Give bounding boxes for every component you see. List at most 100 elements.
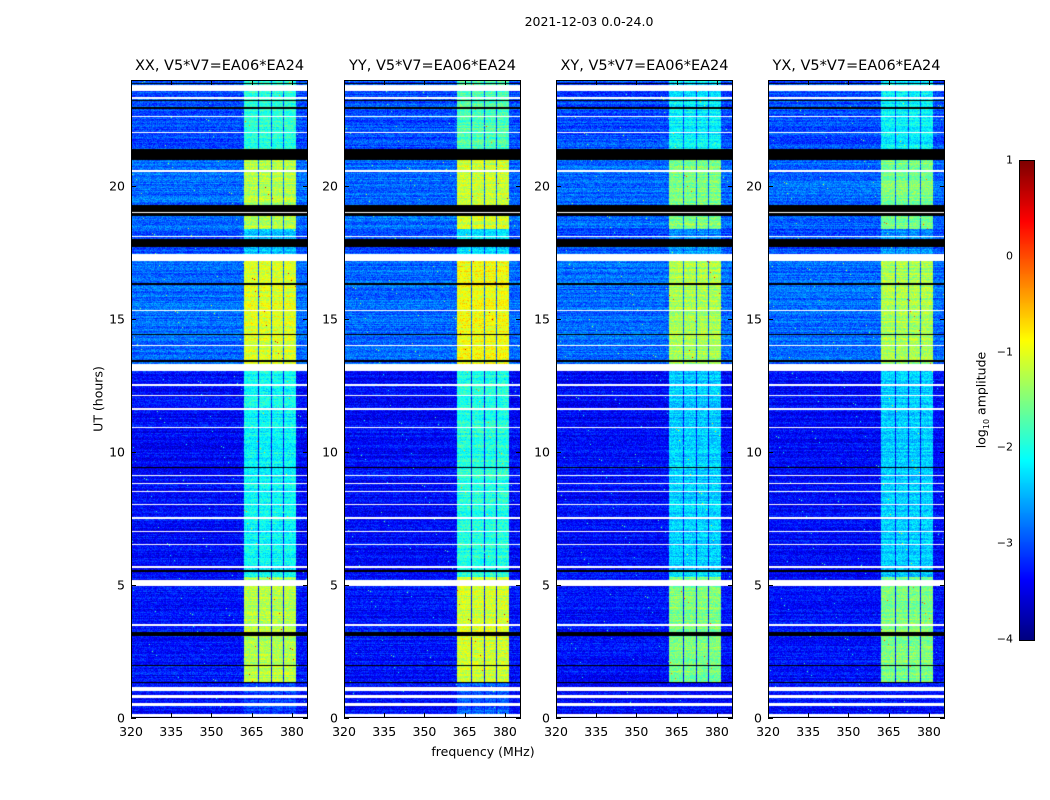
y-tick-label: 15 [534, 311, 550, 327]
x-tick-label: 335 [584, 724, 609, 739]
x-tick-mark [716, 713, 718, 718]
y-tick-mark [940, 718, 945, 719]
x-tick-label: 350 [199, 724, 224, 739]
panel-title: XX, V5*V7=EA06*EA24 [134, 58, 305, 74]
y-tick-mark [728, 452, 733, 454]
y-tick-mark [131, 718, 136, 719]
x-tick-mark [676, 80, 678, 85]
x-tick-mark [424, 80, 426, 85]
x-tick-mark [131, 80, 132, 85]
x-tick-mark [928, 80, 930, 85]
x-tick-mark [716, 80, 718, 85]
y-tick-mark [940, 319, 945, 321]
y-tick-mark [303, 186, 308, 188]
y-tick-mark [556, 319, 561, 321]
y-tick-mark [940, 186, 945, 188]
x-tick-label: 320 [756, 724, 780, 739]
y-tick-label: 10 [322, 444, 338, 460]
x-tick-mark [464, 713, 466, 718]
y-tick-mark [940, 452, 945, 454]
x-tick-label: 320 [332, 724, 356, 739]
x-tick-mark [384, 713, 386, 718]
x-tick-mark [251, 80, 253, 85]
y-tick-mark [516, 452, 521, 454]
colorbar-tick-label: −4 [996, 632, 1013, 646]
x-tick-mark [888, 713, 890, 718]
x-tick-mark [768, 80, 769, 85]
y-tick-mark [303, 718, 308, 719]
y-tick-mark [344, 718, 349, 719]
waterfall-panel-3: XY, V5*V7=EA06*EA24 320 335 350 365 380 0 5 10 15… [534, 58, 733, 739]
colorbar-tick-label: −3 [996, 536, 1013, 550]
y-tick-label: 15 [746, 311, 762, 327]
x-tick-mark [344, 80, 345, 85]
y-tick-mark [556, 452, 561, 454]
y-tick-mark [768, 319, 773, 321]
x-tick-label: 380 [704, 724, 729, 739]
y-tick-label: 10 [109, 444, 125, 460]
x-tick-mark [504, 713, 506, 718]
x-tick-label: 350 [412, 724, 437, 739]
x-tick-label: 380 [279, 724, 304, 739]
x-tick-label: 365 [452, 724, 477, 739]
y-tick-label: 10 [534, 444, 550, 460]
y-tick-mark [344, 186, 349, 188]
colorbar-tick-label: −1 [996, 345, 1013, 359]
axes-frame [768, 80, 945, 718]
y-tick-label: 15 [322, 311, 338, 327]
x-tick-mark [291, 713, 293, 718]
colorbar-tick-label: −2 [996, 440, 1013, 454]
waterfall-panel-4: YX, V5*V7=EA06*EA24 320 335 350 365 380 0 5 10 15… [746, 58, 945, 739]
y-tick-mark [516, 585, 521, 587]
x-tick-mark [464, 80, 466, 85]
x-tick-mark [596, 80, 598, 85]
y-tick-label: 20 [746, 178, 762, 194]
y-tick-label: 0 [542, 710, 550, 726]
x-tick-label: 365 [876, 724, 901, 739]
y-tick-mark [556, 186, 561, 188]
x-tick-mark [171, 80, 173, 85]
x-tick-label: 380 [492, 724, 517, 739]
y-tick-mark [344, 319, 349, 321]
colorbar [1019, 160, 1035, 641]
x-tick-label: 350 [624, 724, 649, 739]
y-tick-label: 20 [109, 178, 125, 194]
y-tick-mark [768, 452, 773, 454]
y-tick-mark [728, 718, 733, 719]
x-tick-label: 335 [372, 724, 397, 739]
x-tick-mark [888, 80, 890, 85]
y-tick-mark [556, 718, 561, 719]
heatmap-image [768, 80, 945, 718]
x-tick-label: 320 [119, 724, 143, 739]
y-tick-mark [556, 585, 561, 587]
y-tick-mark [131, 585, 136, 587]
colorbar-tick-label: 1 [1006, 153, 1013, 167]
y-tick-mark [728, 585, 733, 587]
y-tick-mark [303, 585, 308, 587]
y-tick-mark [940, 585, 945, 587]
y-tick-mark [303, 452, 308, 454]
x-tick-mark [504, 80, 506, 85]
y-tick-label: 5 [754, 577, 762, 593]
y-tick-label: 15 [109, 311, 125, 327]
x-tick-mark [808, 80, 810, 85]
x-tick-mark [556, 713, 557, 718]
y-tick-mark [516, 186, 521, 188]
y-tick-label: 0 [754, 710, 762, 726]
colorbar-tick-label: 0 [1006, 249, 1013, 263]
x-tick-mark [808, 713, 810, 718]
x-tick-label: 335 [796, 724, 821, 739]
y-tick-label: 5 [117, 577, 125, 593]
x-tick-mark [768, 713, 769, 718]
y-tick-mark [728, 319, 733, 321]
x-tick-mark [424, 713, 426, 718]
axes-frame [556, 80, 733, 718]
x-axis-label: frequency (MHz) [431, 744, 535, 759]
panel-title: YX, V5*V7=EA06*EA24 [772, 58, 941, 74]
y-tick-mark [516, 718, 521, 719]
x-tick-label: 350 [836, 724, 861, 739]
x-tick-mark [211, 713, 213, 718]
x-tick-mark [596, 713, 598, 718]
x-tick-mark [928, 713, 930, 718]
